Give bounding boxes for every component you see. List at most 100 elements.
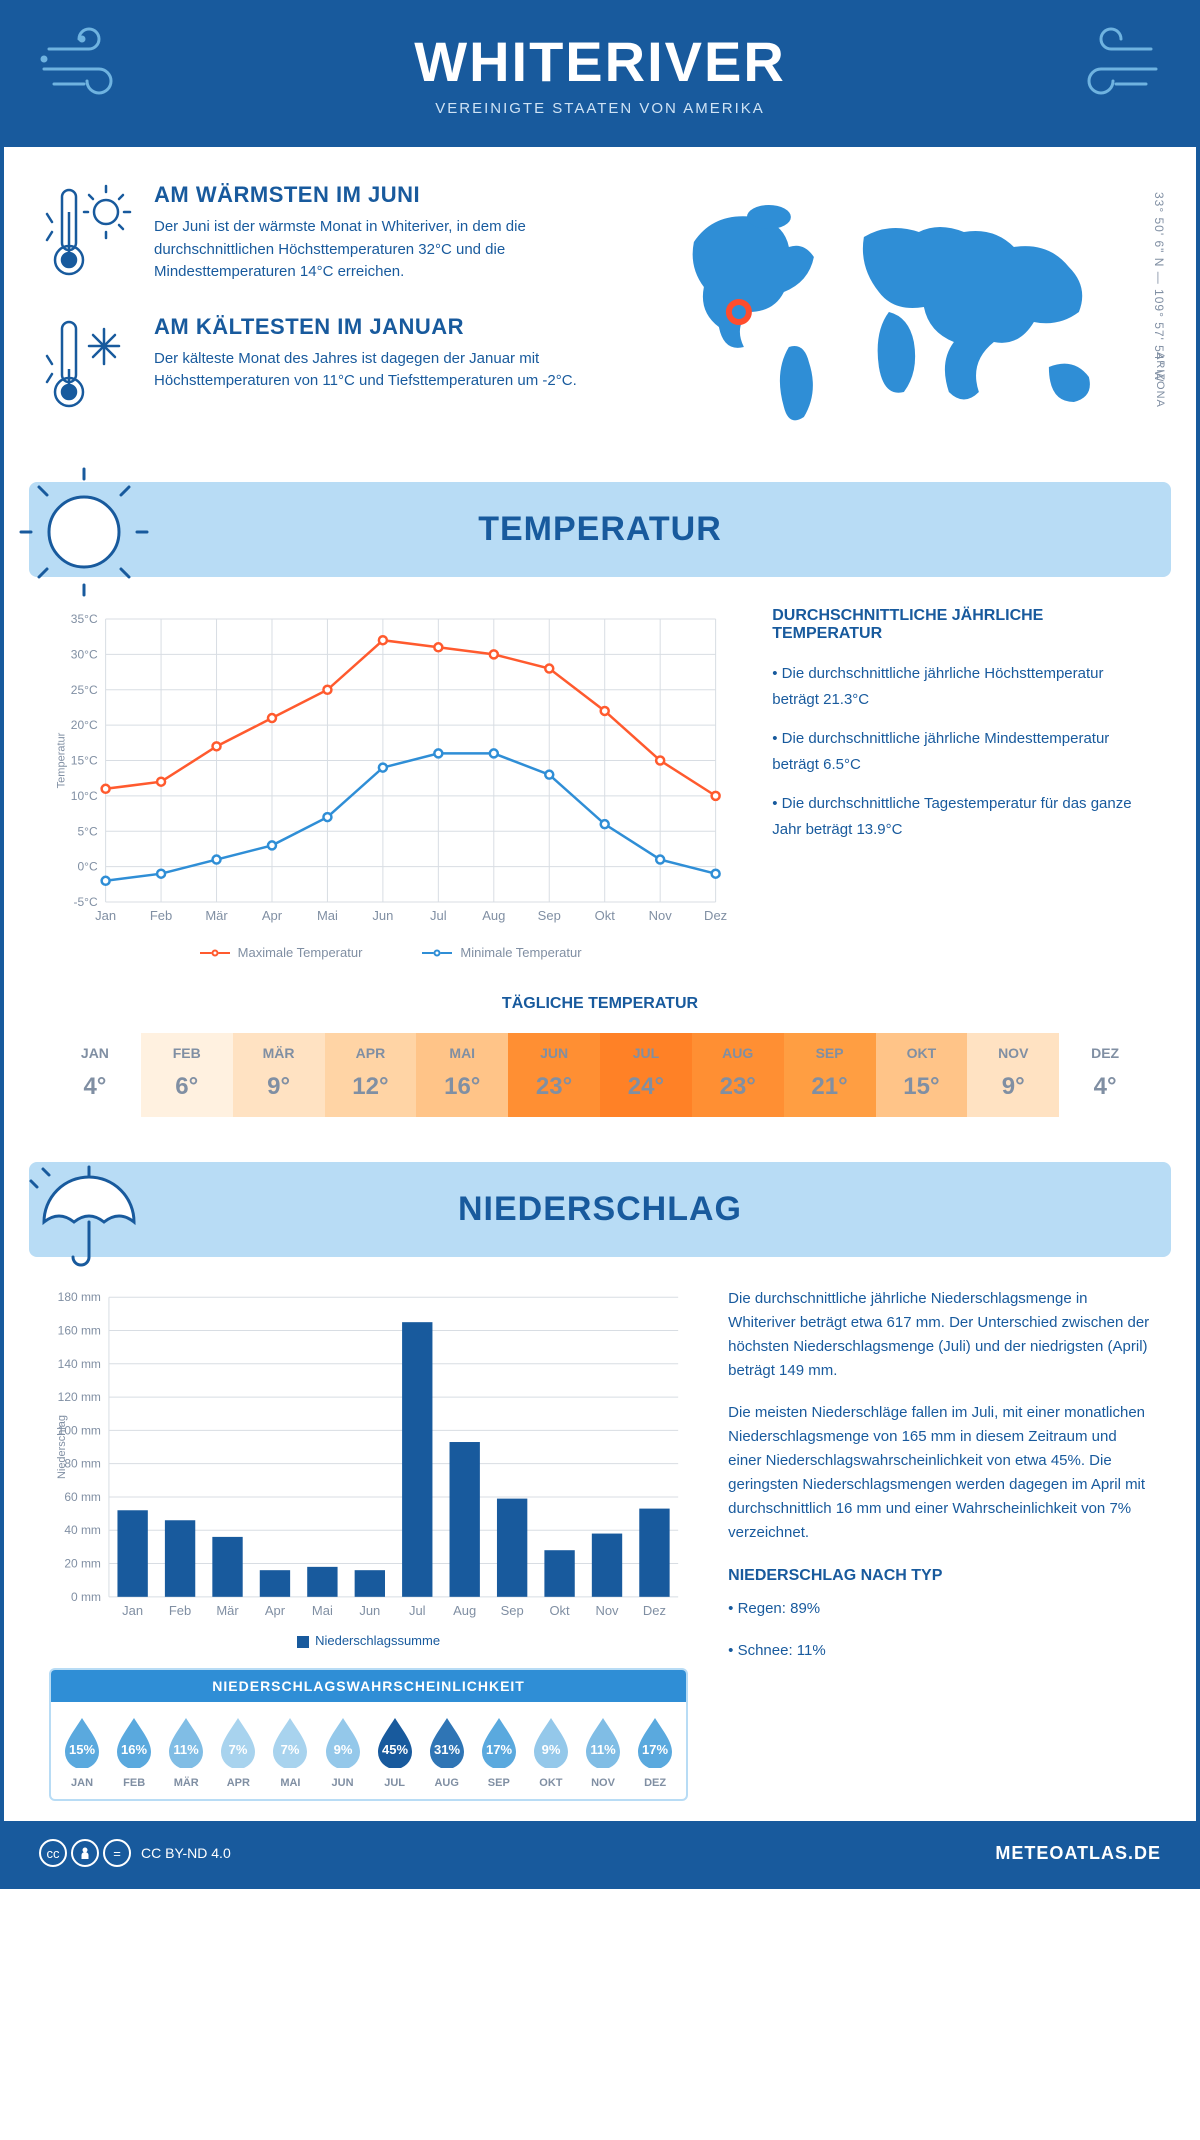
svg-text:Sep: Sep [501,1603,524,1618]
probability-drop: 17%DEZ [630,1714,680,1789]
probability-drop: 16%FEB [109,1714,159,1789]
temp-info-b1: • Die durchschnittliche jährliche Höchst… [772,661,1151,712]
probability-drop: 7%APR [213,1714,263,1789]
precip-p2: Die meisten Niederschläge fallen im Juli… [728,1401,1151,1545]
svg-text:Feb: Feb [169,1603,191,1618]
svg-text:9%: 9% [542,1742,561,1757]
svg-text:Okt: Okt [549,1603,570,1618]
svg-text:Jul: Jul [409,1603,426,1618]
svg-text:Nov: Nov [595,1603,619,1618]
month-cell: NOV9° [967,1033,1059,1117]
probability-drop: 15%JAN [57,1714,107,1789]
probability-drop: 7%MAI [265,1714,315,1789]
month-cell: JUN23° [508,1033,600,1117]
svg-text:7%: 7% [281,1742,300,1757]
svg-text:Okt: Okt [595,908,616,923]
svg-text:-5°C: -5°C [73,895,97,909]
svg-text:Apr: Apr [265,1603,286,1618]
thermometer-snow-icon [44,314,134,414]
svg-text:11%: 11% [174,1742,200,1757]
svg-text:35°C: 35°C [71,612,98,626]
svg-text:60 mm: 60 mm [64,1490,101,1504]
legend-max: Maximale Temperatur [238,945,363,960]
svg-text:160 mm: 160 mm [58,1323,101,1337]
probability-drop: 31%AUG [422,1714,472,1789]
header: WHITERIVER VEREINIGTE STAATEN VON AMERIK… [4,4,1196,147]
month-cell: JAN4° [49,1033,141,1117]
svg-text:Niederschlag: Niederschlag [56,1415,68,1479]
coldest-text: Der kälteste Monat des Jahres ist dagege… [154,348,622,393]
svg-text:Mai: Mai [312,1603,333,1618]
svg-text:Dez: Dez [704,908,727,923]
precip-type-title: NIEDERSCHLAG NACH TYP [728,1563,1151,1589]
svg-text:120 mm: 120 mm [58,1390,101,1404]
svg-text:180 mm: 180 mm [58,1290,101,1304]
precip-type1: • Regen: 89% [728,1597,1151,1621]
svg-text:0°C: 0°C [77,860,97,874]
temp-info-b2: • Die durchschnittliche jährliche Mindes… [772,726,1151,777]
probability-drop: 45%JUL [370,1714,420,1789]
svg-text:140 mm: 140 mm [58,1357,101,1371]
warmest-fact: AM WÄRMSTEN IM JUNI Der Juni ist der wär… [44,182,622,284]
page-title: WHITERIVER [24,29,1176,94]
month-cell: DEZ4° [1059,1033,1151,1117]
warmest-title: AM WÄRMSTEN IM JUNI [154,182,622,208]
svg-text:Jan: Jan [122,1603,143,1618]
svg-text:Dez: Dez [643,1603,666,1618]
temperature-body: -5°C0°C5°C10°C15°C20°C25°C30°C35°CJanFeb… [4,577,1196,975]
svg-text:20°C: 20°C [71,718,98,732]
site-name: METEOATLAS.DE [995,1843,1161,1864]
footer: cc = CC BY-ND 4.0 METEOATLAS.DE [4,1821,1196,1885]
svg-text:Sep: Sep [538,908,561,923]
probability-title: NIEDERSCHLAGSWAHRSCHEINLICHKEIT [51,1670,686,1702]
svg-text:17%: 17% [486,1742,512,1757]
thermometer-sun-icon [44,182,134,282]
svg-text:0 mm: 0 mm [71,1590,101,1604]
svg-text:Jun: Jun [359,1603,380,1618]
coldest-fact: AM KÄLTESTEN IM JANUAR Der kälteste Mona… [44,314,622,414]
subtitle: VEREINIGTE STAATEN VON AMERIKA [24,100,1176,117]
svg-text:9%: 9% [333,1742,352,1757]
legend-min: Minimale Temperatur [460,945,581,960]
month-cell: FEB6° [141,1033,233,1117]
svg-text:17%: 17% [642,1742,668,1757]
svg-text:Temperatur: Temperatur [56,732,68,788]
temperature-banner: TEMPERATUR [29,482,1171,577]
svg-text:16%: 16% [121,1742,147,1757]
month-cell: JUL24° [600,1033,692,1117]
svg-text:11%: 11% [590,1742,616,1757]
region-label: ARIZONA [1154,352,1166,408]
warmest-text: Der Juni ist der wärmste Monat in Whiter… [154,216,622,284]
precip-type2: • Schnee: 11% [728,1639,1151,1663]
svg-text:45%: 45% [382,1742,408,1757]
svg-text:15%: 15% [69,1742,95,1757]
daily-temperature: TÄGLICHE TEMPERATUR JAN4°FEB6°MÄR9°APR12… [4,975,1196,1152]
svg-text:Jan: Jan [95,908,116,923]
svg-text:30°C: 30°C [71,647,98,661]
svg-text:Aug: Aug [453,1603,476,1618]
nd-icon: = [103,1839,131,1867]
temp-info-b3: • Die durchschnittliche Tagestemperatur … [772,791,1151,842]
svg-text:31%: 31% [434,1742,460,1757]
precipitation-heading: NIEDERSCHLAG [49,1190,1151,1229]
svg-text:Apr: Apr [262,908,283,923]
temperature-heading: TEMPERATUR [49,510,1151,549]
month-cell: AUG23° [692,1033,784,1117]
svg-text:40 mm: 40 mm [64,1523,101,1537]
probability-drop: 11%MÄR [161,1714,211,1789]
probability-drop: 11%NOV [578,1714,628,1789]
svg-text:5°C: 5°C [77,824,97,838]
temperature-info: DURCHSCHNITTLICHE JÄHRLICHE TEMPERATUR •… [772,607,1151,960]
precipitation-bar-chart: 0 mm20 mm40 mm60 mm80 mm100 mm120 mm140 … [49,1287,688,1627]
svg-text:Mär: Mär [216,1603,239,1618]
month-cell: APR12° [325,1033,417,1117]
wind-icon [34,24,134,104]
cc-icon: cc [39,1839,67,1867]
svg-text:80 mm: 80 mm [64,1457,101,1471]
temp-info-title: DURCHSCHNITTLICHE JÄHRLICHE TEMPERATUR [772,607,1151,643]
svg-text:15°C: 15°C [71,754,98,768]
wind-icon [1066,24,1166,104]
license: cc = CC BY-ND 4.0 [39,1839,231,1867]
svg-text:Mär: Mär [205,908,228,923]
coldest-title: AM KÄLTESTEN IM JANUAR [154,314,622,340]
